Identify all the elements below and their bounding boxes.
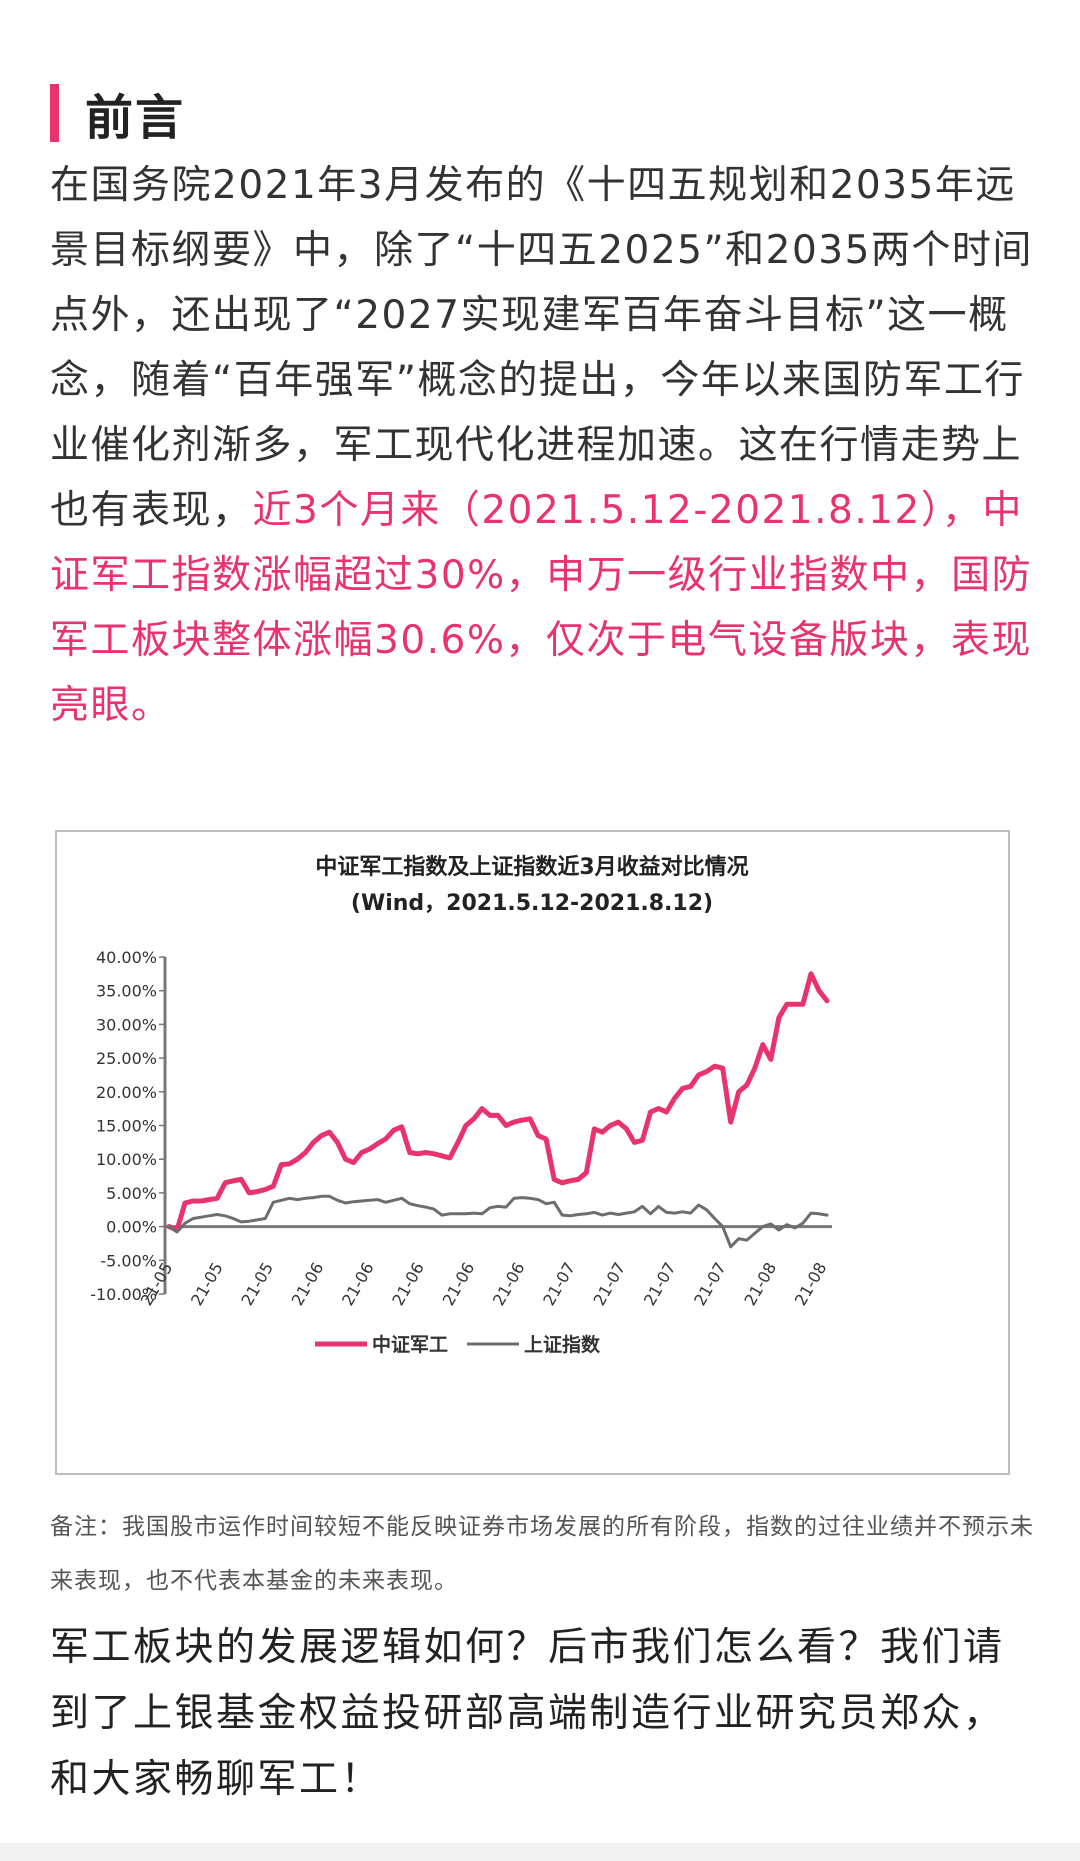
x-tick-label: 21-06	[288, 1259, 328, 1309]
y-tick-label: 10.00%	[96, 1150, 157, 1169]
closing-paragraph: 军工板块的发展逻辑如何？后市我们怎么看？我们请到了上银基金权益投研部高端制造行业…	[50, 1625, 1005, 1802]
returns-chart: 中证军工指数及上证指数近3月收益对比情况 (Wind，2021.5.12-2021…	[55, 830, 1010, 1475]
x-tick-label: 21-05	[187, 1259, 227, 1309]
y-tick-label: 5.00%	[106, 1184, 157, 1203]
x-tick-label: 21-07	[640, 1259, 680, 1309]
x-tick-label: 21-08	[791, 1259, 831, 1309]
intro-paragraph: 在国务院2021年3月发布的《十四五规划和2035年远景目标纲要》中，除了“十四…	[50, 153, 1035, 738]
disclaimer-note: 备注：我国股市运作时间较短不能反映证券市场发展的所有阶段，指数的过往业绩并不预示…	[50, 1514, 1034, 1594]
y-tick-label: 20.00%	[96, 1083, 157, 1102]
y-tick-label: 0.00%	[106, 1218, 157, 1237]
x-tick-label: 21-08	[740, 1259, 780, 1309]
x-tick-label: 21-07	[690, 1259, 730, 1309]
chart-subtitle: (Wind，2021.5.12-2021.8.12)	[351, 891, 713, 916]
y-tick-label: 15.00%	[96, 1117, 157, 1136]
series-line-shanghai	[167, 1194, 829, 1249]
chart-title: 中证军工指数及上证指数近3月收益对比情况	[315, 854, 748, 880]
x-tick-label: 21-06	[439, 1259, 479, 1309]
heading-accent-bar	[50, 84, 59, 142]
y-tick-label: -5.00%	[100, 1251, 157, 1270]
intro-text: 在国务院2021年3月发布的《十四五规划和2035年远景目标纲要》中，除了“十四…	[50, 163, 1033, 533]
x-tick-label: 21-05	[237, 1259, 277, 1309]
x-tick-label: 21-06	[338, 1259, 378, 1309]
chart-canvas: 中证军工指数及上证指数近3月收益对比情况 (Wind，2021.5.12-2021…	[90, 854, 832, 1356]
series-line-military	[166, 971, 830, 1233]
x-tick-label: 21-06	[489, 1259, 529, 1309]
y-tick-label: 40.00%	[96, 948, 157, 967]
legend-label-military: 中证军工	[372, 1333, 448, 1356]
y-tick-label: 30.00%	[96, 1015, 157, 1034]
legend-label-shanghai: 上证指数	[524, 1333, 601, 1356]
intro-highlight-text: 近3个月来（2021.5.12-2021.8.12），中证军工指数涨幅超过30%…	[50, 488, 1033, 728]
section-title: 前言	[85, 90, 186, 146]
y-tick-label: 25.00%	[96, 1049, 157, 1068]
x-tick-label: 21-06	[388, 1259, 428, 1309]
x-tick-label: 21-07	[590, 1259, 630, 1309]
bottom-strip	[0, 1843, 1080, 1861]
y-tick-label: 35.00%	[96, 982, 157, 1001]
x-tick-label: 21-07	[539, 1259, 579, 1309]
y-tick-label: -10.00%	[90, 1285, 157, 1304]
section-heading: 前言	[50, 78, 185, 148]
